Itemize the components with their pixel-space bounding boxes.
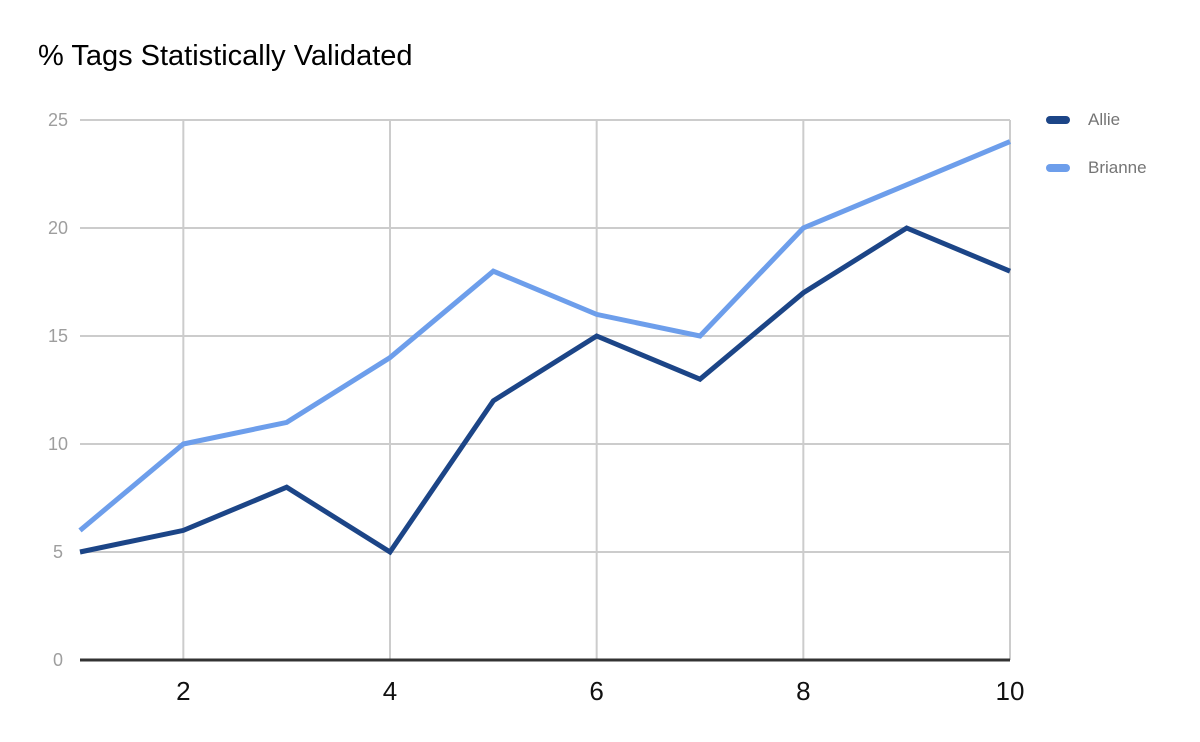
legend-swatch-brianne-icon xyxy=(1046,164,1070,172)
y-tick-label: 5 xyxy=(53,542,63,562)
legend-swatch-allie-icon xyxy=(1046,116,1070,124)
chart-title: % Tags Statistically Validated xyxy=(38,40,413,72)
legend: Allie Brianne xyxy=(1046,106,1147,182)
y-tick-label: 10 xyxy=(48,434,68,454)
legend-item-allie: Allie xyxy=(1046,106,1147,134)
y-tick-label: 0 xyxy=(53,650,63,670)
y-tick-label: 15 xyxy=(48,326,68,346)
legend-label-allie: Allie xyxy=(1088,110,1121,129)
legend-label-brianne: Brianne xyxy=(1088,158,1147,177)
series-line-allie xyxy=(79,225,1011,556)
x-tick-label: 6 xyxy=(589,676,603,706)
x-tick-label: 2 xyxy=(176,676,190,706)
x-tick-label: 8 xyxy=(796,676,810,706)
x-tick-label: 4 xyxy=(383,676,397,706)
y-tick-label: 20 xyxy=(48,218,68,238)
x-tick-label: 10 xyxy=(996,676,1025,706)
series-line-brianne xyxy=(78,139,1011,533)
y-tick-label: 25 xyxy=(48,110,68,130)
legend-item-brianne: Brianne xyxy=(1046,154,1147,182)
